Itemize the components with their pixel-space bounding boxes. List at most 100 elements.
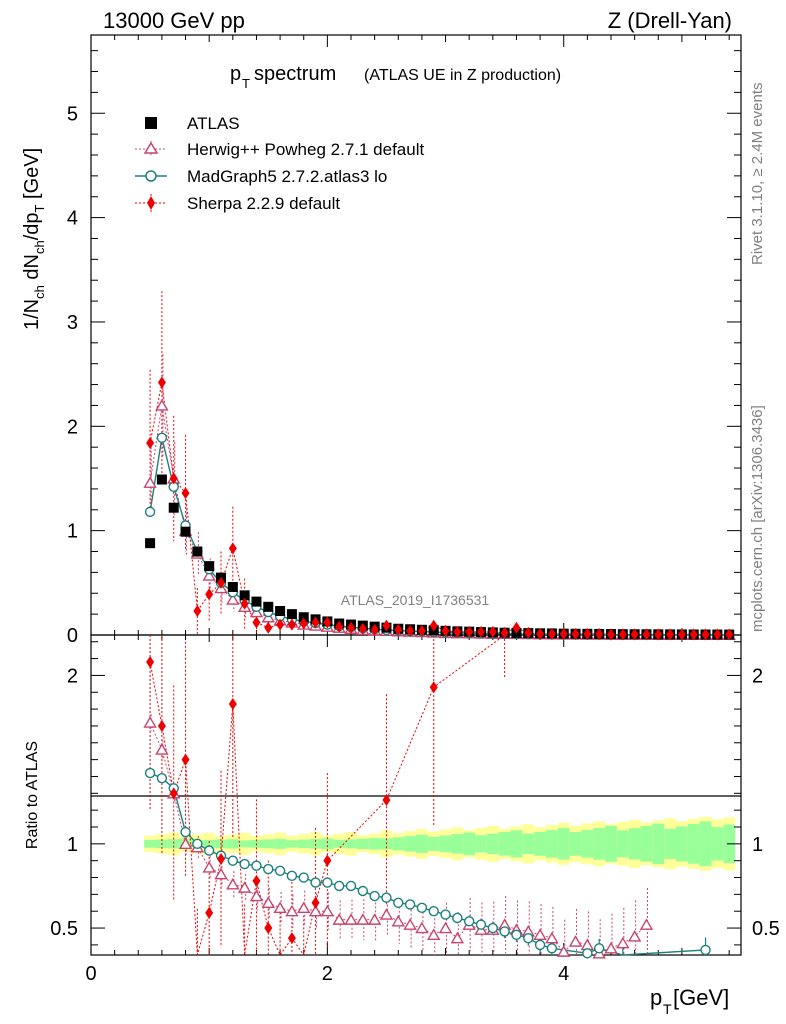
atlas-point	[286, 609, 297, 620]
y-tick-label-main: 2	[67, 416, 78, 438]
band-green-bin	[664, 828, 676, 859]
sherpa-point	[725, 628, 734, 641]
legend-square-icon	[145, 117, 157, 129]
band-green-bin	[711, 827, 724, 861]
atlas-point	[192, 546, 203, 557]
y-tick-label-ratio: 2	[67, 665, 78, 687]
x-axis-label: p T [GeV]	[650, 985, 729, 1017]
sherpa-point	[217, 576, 225, 589]
madgraph-ratio-point	[534, 939, 546, 951]
legend-label-madgraph: MadGraph5 2.7.2.atlas3 lo	[187, 167, 387, 186]
band-green-bin	[628, 828, 641, 860]
band-green-bin	[652, 823, 665, 865]
herwig-ratio-point	[143, 716, 157, 728]
sherpa-ratio-point	[252, 874, 261, 887]
atlas-point	[275, 606, 286, 616]
band-green-bin	[616, 830, 629, 858]
herwig-ratio-point	[273, 901, 287, 914]
herwig-ratio-point	[450, 931, 465, 944]
band-green-bin	[404, 836, 416, 852]
sherpa-point	[228, 542, 237, 555]
herwig-ratio-point	[604, 941, 618, 954]
herwig-ratio-point	[308, 904, 323, 917]
header-right-label: Z (Drell-Yan)	[608, 8, 732, 33]
ratio-y-axis-label: Ratio to ATLAS	[24, 741, 41, 849]
madgraph-ratio-point	[393, 897, 404, 908]
band-green-bin	[593, 828, 606, 860]
band-green-bin	[203, 839, 216, 848]
herwig-ratio-point	[568, 935, 583, 947]
madgraph-ratio-point	[322, 877, 333, 888]
title-note: (ATLAS UE in Z production)	[364, 67, 561, 84]
x-tick-label: 0	[85, 963, 96, 985]
sherpa-ratio-point	[157, 719, 166, 732]
madgraph-ratio-point	[144, 767, 156, 779]
sherpa-point	[583, 627, 592, 640]
atlas-point	[204, 561, 215, 572]
y-tick-label-main: 5	[67, 103, 78, 125]
herwig-ratio-point	[391, 914, 405, 927]
sherpa-point	[441, 624, 450, 637]
legend-circle-icon	[145, 170, 157, 182]
sherpa-ratio-point	[181, 753, 190, 766]
madgraph-ratio-point	[357, 885, 369, 897]
sherpa-point	[193, 605, 202, 617]
legend-label-herwig: Herwig++ Powheg 2.7.1 default	[187, 140, 424, 159]
herwig-ratio-point	[226, 877, 240, 890]
herwig-ratio-point	[616, 936, 630, 949]
madgraph-ratio-point	[452, 912, 463, 924]
band-green-bin	[534, 831, 546, 856]
band-green-bin	[286, 840, 298, 848]
madgraph-ratio-point	[298, 872, 309, 883]
legend-item-sherpa: Sherpa 2.2.9 default	[135, 194, 340, 213]
sherpa-point	[205, 588, 214, 601]
madgraph-ratio-point	[381, 892, 392, 903]
madgraph-ratio-point	[593, 943, 605, 954]
sherpa-point	[417, 624, 426, 637]
madgraph-ratio-point	[416, 902, 428, 914]
herwig-ratio-point	[379, 908, 394, 920]
sherpa-point	[595, 627, 604, 640]
band-green-bin	[486, 833, 499, 854]
y-axis-label: 1/Nch dNch/dpT [GeV]	[21, 148, 47, 330]
y-axis-label-text: 1/Nch dNch/dpT [GeV]	[21, 148, 47, 330]
sherpa-ratio-point	[287, 932, 296, 945]
x-tick-label: 2	[322, 963, 333, 985]
sherpa-point	[618, 628, 627, 641]
sherpa-point	[689, 628, 698, 641]
sherpa-point	[465, 625, 474, 638]
madgraph-ratio-point	[582, 948, 593, 959]
sherpa-point	[394, 623, 403, 636]
madgraph-ratio-point	[286, 870, 298, 882]
title-p: p	[230, 63, 241, 85]
band-green-bin	[581, 830, 594, 858]
band-green-bin	[238, 840, 251, 848]
sherpa-point	[311, 616, 320, 629]
legend-diamond-icon	[147, 196, 155, 210]
mcplots-reference-label: mcplots.cern.ch [arXiv:1306.3436]	[749, 405, 766, 632]
band-green-bin	[274, 838, 286, 849]
herwig-ratio-point	[438, 921, 453, 934]
sherpa-point	[169, 472, 178, 485]
band-green-bin	[333, 839, 346, 848]
y-tick-label-main: 0	[67, 625, 78, 647]
sherpa-point	[335, 620, 344, 633]
band-green-bin	[546, 830, 558, 858]
herwig-ratio-point	[261, 896, 275, 908]
y-tick-label-ratio-right: 0.5	[752, 918, 780, 940]
sherpa-point	[252, 616, 261, 629]
herwig-ratio-point	[178, 837, 193, 850]
legend: ATLAS Herwig++ Powheg 2.7.1 default MadG…	[135, 114, 424, 213]
legend-label-sherpa: Sherpa 2.2.9 default	[187, 194, 340, 213]
legend-label-atlas: ATLAS	[187, 114, 240, 133]
sherpa-point	[677, 628, 686, 641]
band-green-bin	[498, 832, 511, 856]
sherpa-point	[406, 624, 415, 637]
madgraph-ratio-point	[274, 865, 286, 876]
title-subscript: T	[242, 76, 250, 91]
band-green-bin	[676, 826, 688, 862]
sherpa-point	[240, 597, 249, 610]
madgraph-ratio-point	[227, 855, 239, 866]
sherpa-point	[547, 627, 556, 640]
band-green-bin	[392, 837, 405, 851]
